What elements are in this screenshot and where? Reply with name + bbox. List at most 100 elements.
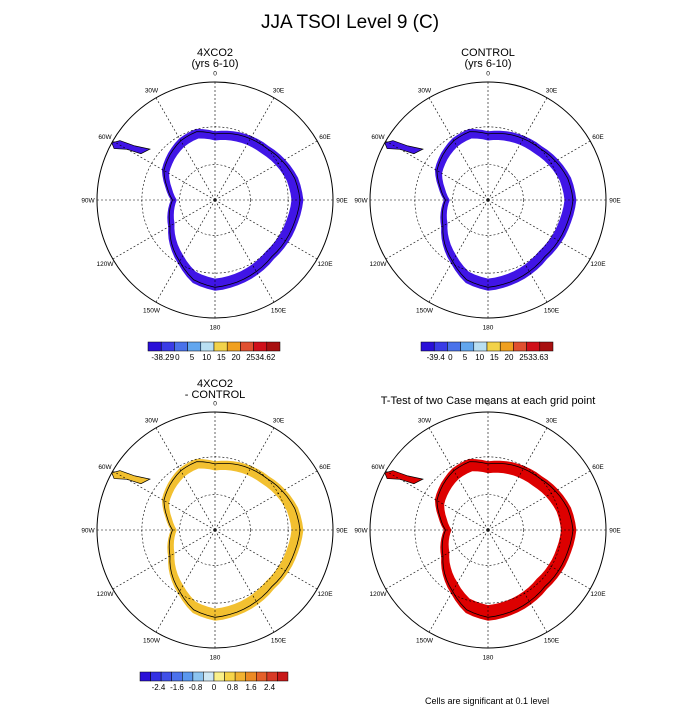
longitude-label: 60W — [98, 134, 112, 141]
longitude-label: 120E — [317, 261, 333, 268]
panel-title-ttest: T-Test of two Case means at each grid po… — [338, 396, 638, 407]
colorbar-swatch — [160, 671, 172, 682]
lat-circle — [452, 164, 524, 236]
longitude-label: 60W — [371, 464, 385, 471]
longitude-label: 150E — [544, 638, 560, 645]
panel-title-line1: T-Test of two Case means at each grid po… — [380, 395, 596, 407]
longitude-label: 30W — [145, 418, 159, 425]
longitude-label: 60W — [98, 464, 112, 471]
colorbar-swatch — [539, 341, 554, 352]
map-frame — [369, 411, 607, 649]
longitude-label: 60E — [319, 464, 331, 471]
colorbar-swatch — [433, 341, 448, 352]
colorbar-label: 20 — [505, 353, 514, 362]
coastline-peninsula — [111, 140, 151, 155]
colorbar-label: -0.8 — [189, 683, 203, 692]
colorbar-label: 34.62 — [255, 353, 276, 362]
colorbar-label: 1.6 — [245, 683, 257, 692]
colorbar-swatch — [174, 341, 188, 352]
map-4xco2: 0 30E 60E 90E 120E 150E 180 150W 120W 90W 60W 30W — [81, 71, 348, 332]
data-field-band — [161, 458, 304, 621]
longitude-label: 180 — [483, 325, 494, 332]
longitude-label: 0 — [213, 401, 217, 408]
colorbar-swatch — [460, 341, 475, 352]
map-frame — [369, 81, 607, 319]
longitude-label: 30E — [273, 88, 285, 95]
longitude-label: 30E — [546, 418, 558, 425]
colorbar-swatch — [226, 341, 241, 352]
colorbar-swatch — [160, 341, 175, 352]
colorbar-label: 10 — [475, 353, 484, 362]
colorbar-swatch — [200, 341, 215, 352]
colorbar-swatch — [187, 341, 202, 352]
colorbar-swatch — [420, 341, 435, 352]
longitude-label: 60W — [371, 134, 385, 141]
longitude-label: 90W — [81, 198, 95, 205]
map-frame — [96, 81, 334, 319]
meridian-line — [112, 199, 216, 260]
longitude-label: 60E — [592, 134, 604, 141]
colorbar-label: 33.63 — [528, 353, 549, 362]
data-field-band — [161, 128, 304, 291]
coastline-peninsula — [384, 140, 424, 155]
lat-circle — [452, 494, 524, 566]
colorbar-swatch — [499, 341, 514, 352]
colorbar-swatch — [513, 341, 527, 352]
data-field-band — [434, 128, 577, 291]
longitude-label: 150W — [143, 308, 161, 315]
panel-title-line1: 4XCO2 — [196, 378, 234, 390]
colorbar-label: 15 — [490, 353, 499, 362]
colorbar-swatch — [150, 671, 162, 682]
colorbar-label: 0 — [175, 353, 180, 362]
longitude-label: 120W — [370, 261, 388, 268]
longitude-label: 90E — [609, 528, 621, 535]
panel-title-line2: (yrs 6-10) — [464, 58, 512, 70]
map-diff: 0 30E 60E 90E 120E 150E 180 150W 120W 90W 60W 30W — [81, 401, 348, 662]
longitude-label: 30W — [418, 418, 432, 425]
colorbar-swatch — [224, 671, 236, 682]
colorbar-swatch — [213, 341, 228, 352]
colorbar-swatch — [147, 341, 162, 352]
data-field-peninsula — [111, 140, 150, 154]
colorbar-swatch — [447, 341, 461, 352]
data-field-peninsula — [384, 470, 423, 484]
colorbar-swatch — [277, 671, 289, 682]
map-ttest: 0 30E 60E 90E 120E 150E 180 150W 120W 90W 60W 30W — [354, 401, 621, 662]
colorbar-label: 0 — [448, 353, 453, 362]
data-field-band — [434, 458, 577, 621]
colorbar-label: -2.4 — [152, 683, 166, 692]
colorbar-swatch — [245, 671, 257, 682]
longitude-label: 120W — [370, 591, 388, 598]
footnote: Cells are significant at 0.1 level — [425, 696, 550, 706]
longitude-label: 150E — [271, 638, 287, 645]
colorbar-swatch — [266, 341, 281, 352]
colorbar-diff: -2.4 -1.6 -0.8 0 0.8 1.6 2.4 — [139, 671, 289, 692]
colorbar-label: 20 — [232, 353, 241, 362]
colorbar-swatch — [486, 341, 501, 352]
meridian-line — [385, 529, 489, 590]
map-frame — [96, 411, 334, 649]
longitude-label: 180 — [210, 655, 221, 662]
meridian-line — [385, 199, 489, 260]
map-control: 0 30E 60E 90E 120E 150E 180 150W 120W 90W 60W 30W — [354, 71, 621, 332]
longitude-label: 150E — [271, 308, 287, 315]
colorbar-label: 15 — [217, 353, 226, 362]
colorbar-control: -39.4 0 5 10 15 20 25 33.63 — [420, 341, 554, 362]
longitude-label: 150E — [544, 308, 560, 315]
longitude-label: 180 — [210, 325, 221, 332]
longitude-label: 120E — [590, 261, 606, 268]
colorbar-swatch — [526, 341, 541, 352]
panel-title-diff: 4XCO2 - CONTROL — [115, 379, 315, 401]
colorbar-label: -39.4 — [427, 353, 446, 362]
longitude-label: 90E — [336, 198, 348, 205]
panel-title-line1: CONTROL — [461, 47, 515, 59]
longitude-label: 30W — [418, 88, 432, 95]
longitude-label: 0 — [486, 71, 490, 78]
colorbar-label: 25 — [246, 353, 255, 362]
panel-title-control: CONTROL (yrs 6-10) — [388, 48, 588, 70]
colorbar-swatch — [256, 671, 268, 682]
colorbar-swatch — [240, 341, 254, 352]
colorbar-label: 0.8 — [227, 683, 239, 692]
colorbar-label: 2.4 — [264, 683, 276, 692]
